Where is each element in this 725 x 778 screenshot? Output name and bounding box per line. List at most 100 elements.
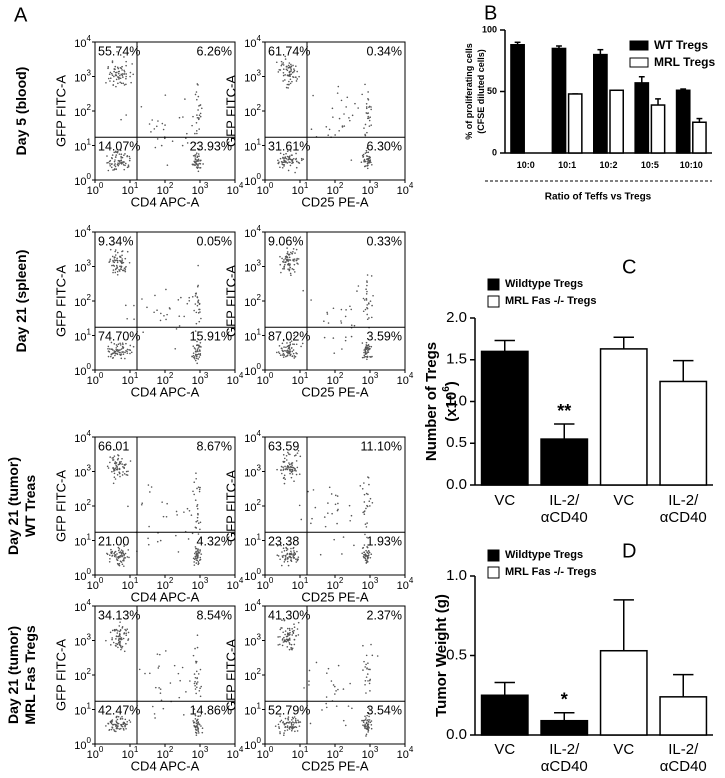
event-dot [153,128,156,130]
event-dot [365,735,367,737]
event-dot [121,65,123,68]
quadrant-percent: 23.38 [268,535,299,549]
event-dot [370,316,373,319]
event-dot [367,721,370,723]
x-tick-label: 104 [227,745,244,761]
event-dot [198,490,201,493]
event-dot [115,635,118,637]
event-dot [197,486,200,488]
row-label-line: Day 21 (tumor) [5,626,21,724]
legend-label: Wildtype Tregs [505,549,583,561]
event-dot [288,256,291,259]
event-dot [366,546,369,549]
tick-exponent: 2 [339,371,344,380]
event-dot [353,544,355,547]
event-dot [282,350,284,352]
event-dot [125,727,127,730]
event-dot [194,292,197,295]
row-label-line: Day 5 (blood) [13,67,29,156]
x-tick-label-line: 10:0 [517,160,535,170]
event-dot [281,166,284,169]
event-dot [332,307,335,310]
event-dot [303,687,305,689]
quadrant-percent: 8.67% [197,439,232,453]
event-dot [193,708,196,710]
event-dot [196,507,199,510]
event-dot [120,153,123,156]
event-dot [197,300,199,303]
event-dot [197,512,199,515]
event-dot [296,452,299,454]
event-dot [289,726,292,728]
event-dot [366,714,368,717]
x-tick-label: 104 [227,576,244,592]
event-dot [330,493,333,495]
event-dot [365,676,368,678]
bar [593,53,608,154]
event-dot [287,75,289,77]
event-dot [164,650,167,652]
tick-base: 10 [74,502,86,514]
event-dot [195,91,198,93]
event-dot [124,357,126,360]
quadrant-percent: 14.86% [190,704,232,718]
event-dot [293,623,295,625]
event-dot [336,495,339,497]
event-dot [289,543,291,546]
x-tick-label: VC [613,741,634,758]
x-tick-label: 104 [397,371,414,387]
event-dot [370,553,373,556]
legend-swatch [629,57,649,68]
y-axis-label-line: Tumor Weight (g) [433,594,450,717]
event-dot [117,549,120,552]
event-dot [114,159,116,161]
event-dot [368,550,370,552]
tick-exponent: 0 [87,362,92,371]
legend-label: MRL Tregs [654,55,715,69]
x-tick-label: 103 [192,576,209,592]
tick-exponent: 0 [269,371,274,380]
event-dot [293,629,295,632]
event-dot [289,266,292,269]
event-dot [122,721,125,724]
tick-exponent: 0 [87,172,92,181]
event-dot [291,634,294,636]
event-dot [325,696,328,698]
event-dot [370,345,373,348]
tick-base: 10 [244,433,256,445]
event-dot [364,725,366,728]
event-dot [282,453,285,456]
event-dot [125,265,127,268]
legend-swatch [487,566,500,579]
event-dot [113,265,116,267]
event-dot [290,648,293,650]
event-dot [165,288,167,291]
event-dot [288,627,291,630]
tick-exponent: 0 [87,736,92,745]
event-dot [121,69,123,71]
event-dot [113,468,115,471]
event-dot [117,457,120,460]
event-dot [187,538,190,540]
event-dot [118,625,121,627]
event-dot [116,468,119,471]
event-dot [114,553,116,556]
x-tick-label: 101 [122,181,139,197]
tick-base: 10 [74,467,86,479]
event-dot [192,354,195,357]
event-dot [319,553,322,556]
event-dot [119,556,121,559]
event-dot [196,98,198,101]
event-dot [141,502,144,505]
tick-base: 10 [292,185,304,197]
event-dot [364,133,366,136]
event-dot [193,357,196,360]
tick-exponent: 4 [257,429,262,438]
event-dot [124,153,126,155]
tick-base: 10 [244,671,256,683]
event-dot [158,665,160,667]
event-dot [366,522,368,524]
event-dot [147,537,149,540]
y-tick-label: 100 [244,567,261,583]
